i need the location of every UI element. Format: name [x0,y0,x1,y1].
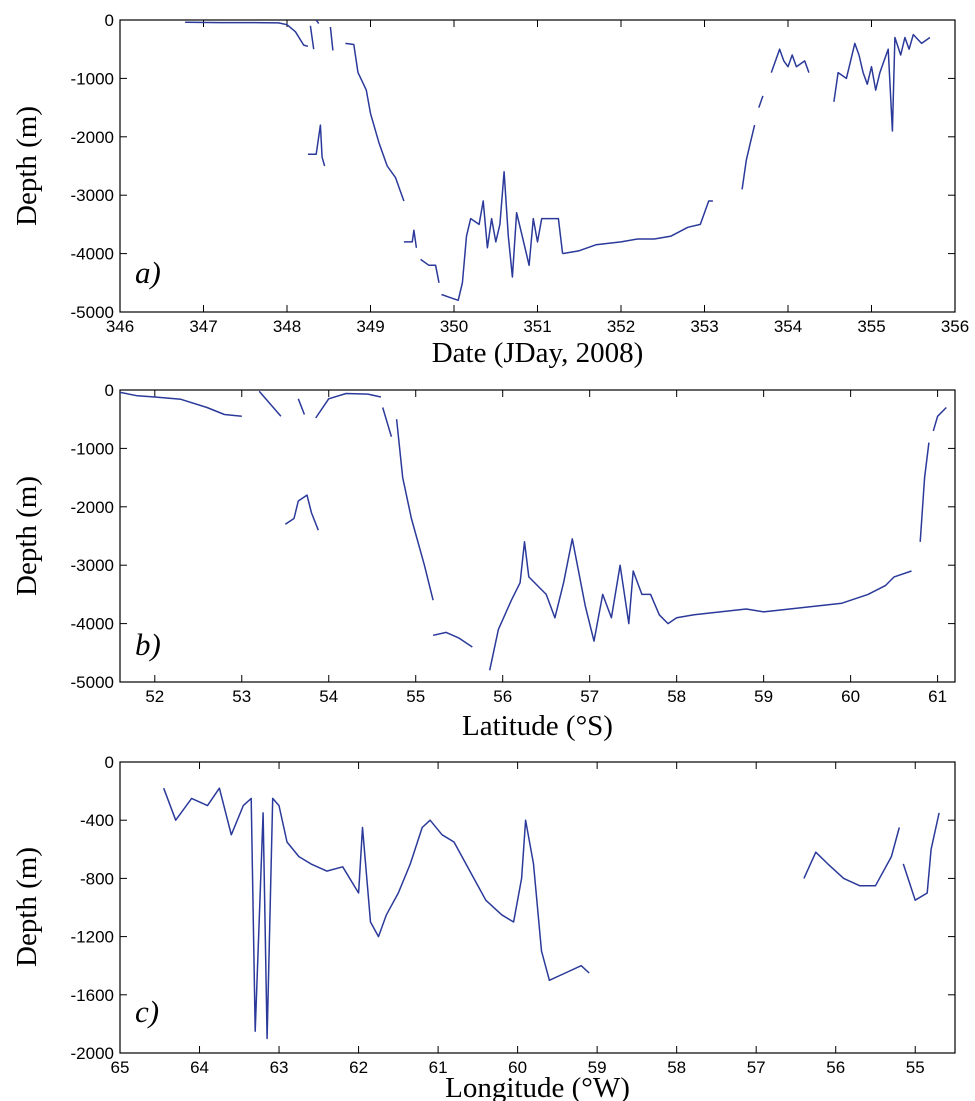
depth-track-segment [395,419,434,601]
depth-track-segment [309,25,315,50]
plot-frame [119,19,956,313]
y-tick-label: -3000 [71,556,114,575]
x-tick-label: 54 [319,687,338,706]
x-tick-label: 61 [928,687,947,706]
depth-track-segment [315,20,320,24]
y-tick-label: 0 [105,381,114,400]
y-tick-label: -2000 [71,1044,114,1063]
y-tick-label: -3000 [71,186,114,205]
depth-track-segment [258,390,282,417]
x-tick-label: 60 [841,687,860,706]
depth-track-segment [420,258,440,283]
x-tick-label: 349 [356,317,384,336]
depth-series [162,787,940,1040]
x-tick-label: 59 [588,1058,607,1077]
depth-track-segment [120,391,242,418]
x-tick-label: 62 [349,1058,368,1077]
y-tick-label: 0 [105,753,114,772]
x-tick-label: 346 [106,317,134,336]
depth-track-segment [297,398,306,415]
y-tick-label: -2000 [71,128,114,147]
plot-frame [119,761,956,1054]
x-tick-label: 58 [667,687,686,706]
y-tick-label: -400 [80,811,114,830]
panel-label: c) [135,994,159,1029]
x-tick-label: 351 [523,317,551,336]
x-tick-label: 60 [508,1058,527,1077]
depth-track-segment [345,42,405,202]
panel-a: 346 347 348 349 350 351 352 353 354 355 356 0 -1000 -… [11,11,969,369]
depth-track-segment [307,124,326,167]
x-axis-label: Latitude (°S) [462,710,613,742]
x-tick-label: 356 [941,317,969,336]
y-axis-label: Depth (m) [11,476,43,596]
panel-label: b) [135,627,161,662]
depth-track-segment [284,494,319,531]
x-tick-label: 56 [493,687,512,706]
x-tick-label: 354 [774,317,802,336]
depth-track-segment [902,812,940,901]
depth-track-segment [162,787,590,1040]
depth-track-segment [329,26,334,51]
y-tick-label: -2000 [71,498,114,517]
panel-c: 65 64 63 62 61 60 59 58 57 56 55 0 -400 -800 -1200 -160… [11,753,956,1101]
y-axis-label: Depth (m) [11,106,43,226]
x-tick-label: 59 [754,687,773,706]
depth-track-segment [932,406,947,432]
x-tick-label: 348 [273,317,301,336]
depth-series [185,20,931,302]
depth-track-segment [441,171,564,302]
y-tick-label: -1600 [71,986,114,1005]
panel-label: a) [135,255,161,290]
depth-track-segment [403,229,418,248]
depth-track-segment [562,200,713,255]
y-tick-label: -4000 [71,245,114,264]
depth-track-segment [488,538,912,671]
depth-track-segment [833,33,931,132]
x-tick-label: 57 [747,1058,766,1077]
depth-track-segment [741,124,756,190]
panel-b: 52 53 54 55 56 57 58 59 60 61 0 -1000 -2000 -3000 -400… [11,381,956,742]
depth-series [120,390,947,671]
x-tick-label: 57 [580,687,599,706]
x-tick-label: 64 [190,1058,209,1077]
depth-track-segment [919,442,930,542]
x-tick-label: 53 [232,687,251,706]
x-tick-label: 55 [906,1058,925,1077]
x-tick-label: 353 [690,317,718,336]
x-tick-label: 347 [189,317,217,336]
x-tick-label: 350 [440,317,468,336]
x-tick-label: 56 [826,1058,845,1077]
y-tick-label: -4000 [71,615,114,634]
x-axis-label: Date (JDay, 2008) [432,337,644,369]
y-tick-label: -800 [80,869,114,888]
x-tick-label: 61 [429,1058,448,1077]
x-tick-label: 55 [406,687,425,706]
depth-track-segment [432,631,473,648]
y-tick-label: -1000 [71,439,114,458]
x-tick-label: 355 [857,317,885,336]
x-axis-label: Longitude (°W) [445,1072,630,1101]
y-tick-label: -1200 [71,928,114,947]
depth-track-segment [315,392,382,419]
x-tick-label: 352 [607,317,635,336]
depth-track-segment [758,95,764,108]
x-tick-label: 63 [270,1058,289,1077]
y-tick-label: -5000 [71,673,114,692]
depth-track-segment [803,827,901,887]
y-tick-label: 0 [105,11,114,30]
depth-track-segment [185,21,309,48]
y-axis-label: Depth (m) [11,847,43,967]
x-tick-label: 52 [145,687,164,706]
x-tick-label: 65 [111,1058,130,1077]
y-tick-label: -5000 [71,303,114,322]
depth-track-segment [770,48,810,73]
y-tick-label: -1000 [71,69,114,88]
depth-track-segment [381,407,393,437]
plot-frame [119,389,956,683]
x-tick-label: 58 [667,1058,686,1077]
